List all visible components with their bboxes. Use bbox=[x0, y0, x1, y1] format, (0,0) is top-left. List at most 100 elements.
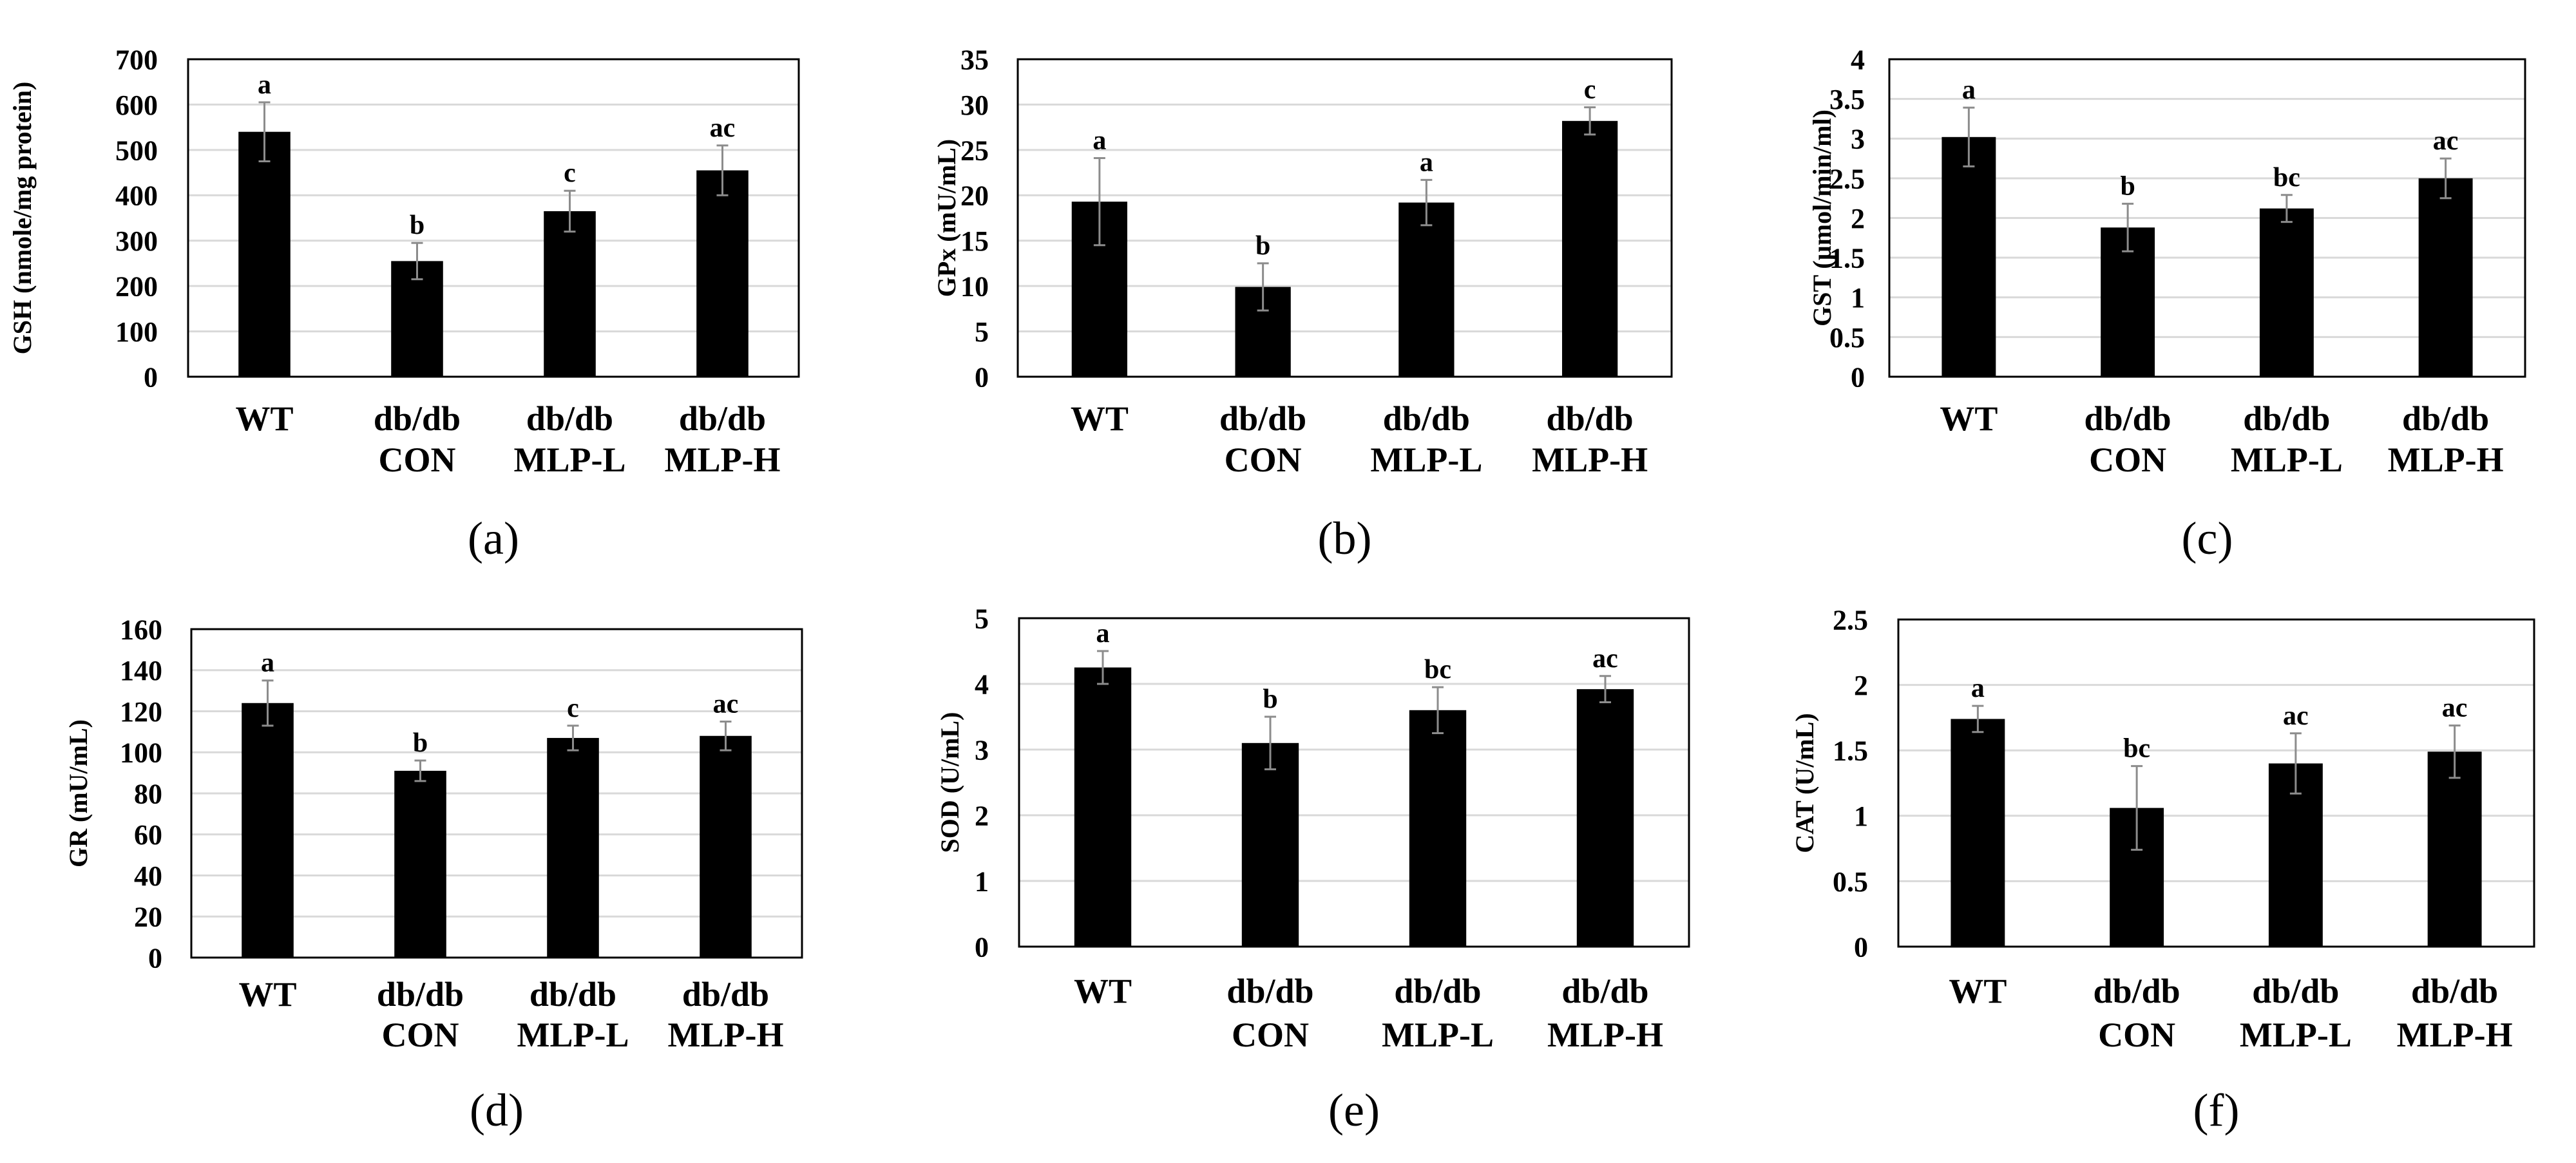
x-tick-label: db/db bbox=[679, 399, 766, 438]
significance-label: c bbox=[1584, 75, 1596, 105]
x-tick-label: db/db bbox=[1394, 972, 1481, 1010]
y-tick-label: 700 bbox=[115, 44, 158, 75]
y-tick-label: 2.5 bbox=[1829, 163, 1865, 194]
y-tick-label: 0 bbox=[144, 361, 158, 393]
bar bbox=[2418, 178, 2473, 377]
significance-label: ac bbox=[2283, 701, 2309, 731]
plot-frame bbox=[187, 58, 800, 378]
significance-label: bc bbox=[2123, 734, 2150, 764]
panel-label: (c) bbox=[2182, 513, 2233, 564]
x-tick-label: MLP-H bbox=[1532, 440, 1648, 479]
bar bbox=[1561, 120, 1618, 377]
bar bbox=[696, 170, 749, 377]
y-tick-label: 0 bbox=[975, 361, 989, 393]
significance-label: b bbox=[1263, 685, 1277, 714]
y-tick-label: 40 bbox=[134, 860, 162, 892]
y-tick-label: 10 bbox=[960, 271, 989, 303]
x-tick-label: db/db bbox=[1547, 399, 1634, 438]
significance-label: ac bbox=[2442, 694, 2468, 723]
x-tick-label: MLP-L bbox=[2240, 1016, 2352, 1054]
y-tick-label: 25 bbox=[960, 135, 989, 166]
y-tick-label: 120 bbox=[120, 696, 162, 728]
bar bbox=[1951, 719, 2005, 947]
y-axis-label: SOD (U/mL) bbox=[935, 712, 964, 853]
x-tick-label: WT bbox=[1074, 972, 1132, 1010]
x-tick-label: db/db bbox=[530, 975, 616, 1014]
significance-label: b bbox=[413, 728, 428, 758]
y-tick-label: 3 bbox=[975, 734, 989, 766]
y-axis-label: GPx (mU/mL) bbox=[932, 139, 961, 298]
significance-label: b bbox=[410, 211, 425, 240]
x-tick-label: WT bbox=[1940, 399, 1998, 438]
y-tick-label: 1 bbox=[1854, 800, 1868, 832]
y-tick-label: 0 bbox=[148, 942, 162, 974]
x-tick-label: WT bbox=[1071, 399, 1129, 438]
y-axis-label: CAT (U/mL) bbox=[1790, 713, 1819, 853]
significance-label: c bbox=[567, 694, 579, 723]
y-tick-label: 100 bbox=[115, 316, 158, 348]
significance-label: a bbox=[1962, 75, 1976, 105]
x-tick-label: CON bbox=[1225, 440, 1302, 479]
x-tick-label: db/db bbox=[2094, 972, 2180, 1010]
y-axis-label: GST (µmol/min/ml) bbox=[1808, 109, 1837, 326]
significance-label: ac bbox=[710, 113, 736, 143]
x-tick-label: db/db bbox=[2252, 972, 2339, 1010]
bar bbox=[547, 737, 599, 958]
y-tick-label: 0 bbox=[1851, 361, 1865, 393]
y-tick-label: 0 bbox=[1854, 931, 1868, 963]
bar bbox=[1942, 137, 1996, 377]
bar bbox=[2101, 227, 2155, 377]
y-axis-label: GSH (nmole/mg protein) bbox=[8, 82, 37, 355]
bar bbox=[391, 261, 443, 377]
significance-label: a bbox=[1096, 619, 1110, 648]
y-tick-label: 3.5 bbox=[1829, 84, 1865, 115]
x-tick-label: db/db bbox=[2402, 399, 2489, 438]
chart-panel-a: 0100200300400500600700aWTbdb/dbCONcdb/db… bbox=[8, 44, 800, 564]
y-tick-label: 200 bbox=[115, 271, 158, 303]
plot-frame bbox=[1897, 618, 2535, 948]
y-tick-label: 20 bbox=[134, 902, 162, 933]
y-tick-label: 1 bbox=[975, 865, 989, 897]
significance-label: bc bbox=[2273, 163, 2300, 193]
y-tick-label: 2.5 bbox=[1833, 604, 1868, 636]
y-tick-label: 60 bbox=[134, 819, 162, 851]
y-tick-label: 15 bbox=[960, 225, 989, 257]
significance-label: ac bbox=[2433, 126, 2459, 156]
panel-label: (b) bbox=[1318, 513, 1372, 564]
y-tick-label: 1.5 bbox=[1829, 243, 1865, 274]
plot-frame bbox=[1016, 58, 1673, 378]
significance-label: a bbox=[261, 648, 274, 678]
significance-label: a bbox=[258, 70, 271, 100]
x-tick-label: MLP-H bbox=[668, 1016, 784, 1054]
y-tick-label: 5 bbox=[975, 316, 989, 348]
x-tick-label: MLP-L bbox=[517, 1016, 629, 1054]
y-tick-label: 2 bbox=[975, 800, 989, 831]
y-tick-label: 0.5 bbox=[1833, 866, 1868, 898]
y-tick-label: 2 bbox=[1854, 670, 1868, 701]
x-tick-label: WT bbox=[1949, 972, 2007, 1010]
panel-label: (e) bbox=[1328, 1084, 1380, 1136]
significance-label: b bbox=[1255, 231, 1270, 261]
bar bbox=[700, 735, 752, 958]
significance-label: c bbox=[564, 158, 576, 188]
x-tick-label: CON bbox=[379, 440, 456, 479]
significance-label: b bbox=[2120, 171, 2135, 201]
y-tick-label: 1.5 bbox=[1833, 735, 1868, 767]
y-tick-label: 140 bbox=[120, 655, 162, 686]
x-tick-label: MLP-L bbox=[1370, 440, 1482, 479]
significance-label: a bbox=[1420, 147, 1433, 177]
x-tick-label: MLP-L bbox=[1382, 1016, 1494, 1054]
chart-panel-b: 05101520253035aWTbdb/dbCONadb/dbMLP-Lcdb… bbox=[932, 44, 1673, 564]
y-tick-label: 300 bbox=[115, 225, 158, 257]
y-tick-label: 5 bbox=[975, 603, 989, 634]
y-tick-label: 20 bbox=[960, 180, 989, 212]
y-tick-label: 80 bbox=[134, 778, 162, 809]
y-tick-label: 100 bbox=[120, 737, 162, 769]
x-tick-label: db/db bbox=[526, 399, 613, 438]
y-axis-label: GR (mU/mL) bbox=[64, 719, 93, 867]
bar bbox=[1074, 667, 1132, 947]
y-tick-label: 0 bbox=[975, 931, 989, 963]
x-tick-label: MLP-L bbox=[2231, 440, 2343, 479]
y-tick-label: 2 bbox=[1851, 203, 1865, 234]
